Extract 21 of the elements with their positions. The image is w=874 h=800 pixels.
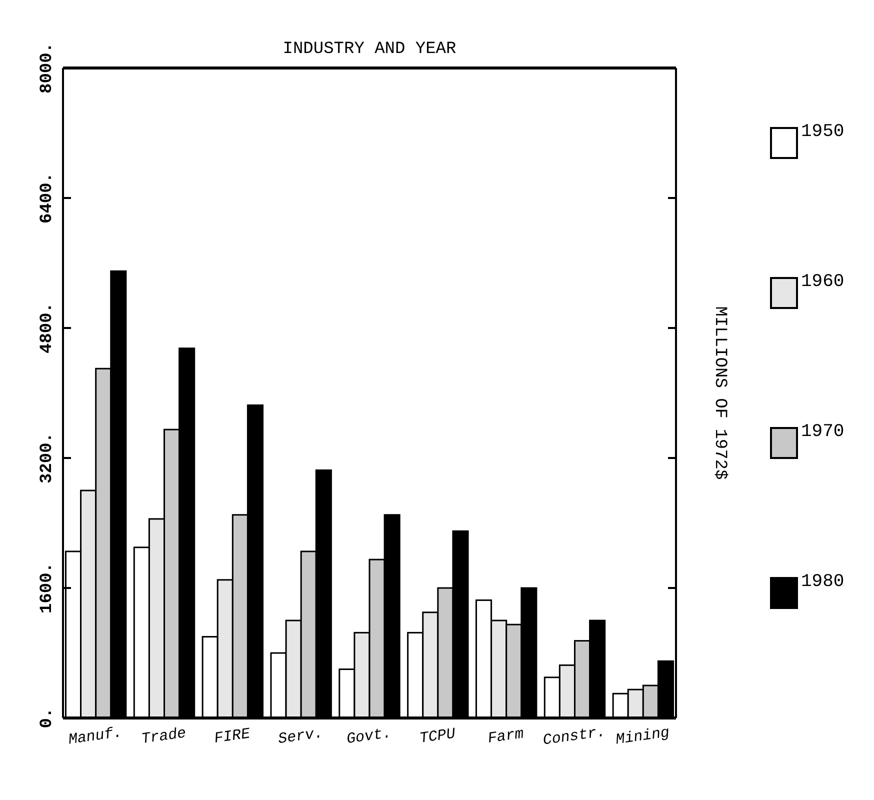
x-tick-label: FIRE xyxy=(213,725,252,748)
legend-label: 1960 xyxy=(801,272,844,292)
y-tick-label: 1600. xyxy=(38,562,57,614)
x-tick-label: Manuf. xyxy=(67,724,124,749)
x-tick-label: Farm xyxy=(486,726,525,748)
y-axis-title: MILLIONS OF 1972$ xyxy=(710,306,729,480)
x-tick-label: Govt. xyxy=(346,724,392,748)
x-tick-label: Serv. xyxy=(277,724,324,748)
legend-label: 1950 xyxy=(801,122,844,142)
chart-title: INDUSTRY AND YEAR xyxy=(282,40,456,59)
x-tick-label: TCPU xyxy=(418,725,458,748)
y-tick-label: 6400. xyxy=(38,172,57,224)
legend-label: 1980 xyxy=(801,572,844,592)
x-tick-label: Mining xyxy=(614,724,671,749)
y-tick-label: 4800. xyxy=(38,302,57,354)
y-tick-label: 3200. xyxy=(38,432,57,484)
x-tick-label: Constr. xyxy=(542,724,607,750)
y-tick-label: 8000. xyxy=(38,42,57,94)
legend-label: 1970 xyxy=(801,422,844,442)
x-tick-label: Trade xyxy=(140,724,188,748)
y-tick-label: 0. xyxy=(38,708,57,728)
